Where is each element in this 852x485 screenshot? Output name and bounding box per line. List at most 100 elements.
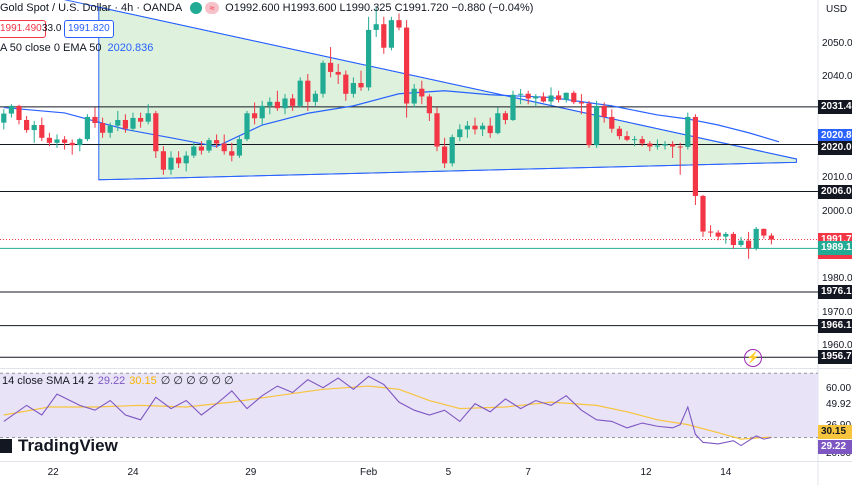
tradingview-logo-icon [0, 439, 12, 453]
rsi-legend[interactable]: 14 close SMA 14 2 29.22 30.15 ∅ ∅ ∅ ∅ ∅ ∅ [2, 374, 234, 387]
ema-legend[interactable]: A 50 close 0 EMA 50 2020.836 [0, 42, 153, 54]
sell-button[interactable]: 1991.490 [0, 20, 46, 38]
price-tick-label: 1960.0 [822, 340, 852, 352]
candle-body [39, 125, 45, 138]
candle-body [464, 125, 470, 130]
candle-body [31, 125, 37, 131]
rsi-label: 14 close SMA 14 2 [2, 375, 94, 387]
candle-body [616, 128, 622, 137]
candle-body [77, 139, 83, 146]
rsi-sma-line [3, 385, 772, 440]
time-axis-label: Feb [359, 467, 378, 478]
price-tag-level: 2020.0 [818, 140, 852, 155]
price-tag-bid: 1989.1 [818, 241, 852, 256]
candle-body [366, 29, 372, 88]
price-tag-level: 1956.7 [818, 350, 852, 365]
candle-body [723, 233, 729, 237]
ema-label: A 50 close 0 EMA 50 [0, 42, 102, 54]
price-tag-level: 1976.1 [818, 285, 852, 300]
candle-body [267, 101, 273, 106]
chart-legend: Gold Spot / U.S. Dollar · 4h · OANDA ≈ O… [0, 0, 533, 16]
candle-body [358, 83, 364, 88]
candle-body [533, 96, 539, 99]
price-tick-label: 2050.0 [822, 37, 852, 49]
candle-body [335, 71, 341, 75]
buy-button[interactable]: 1991.820 [64, 20, 114, 38]
candle-body [426, 96, 432, 114]
time-axis-label: 24 [127, 467, 139, 478]
candle-body [244, 113, 250, 140]
candle-body [700, 195, 706, 232]
candle-body [556, 95, 562, 100]
rsi-tick-label: 60.00 [826, 383, 852, 395]
candle-body [730, 233, 736, 245]
candle-body [571, 92, 577, 103]
candle-body [176, 157, 182, 164]
candle-body [502, 113, 508, 120]
ema-value: 2020.836 [107, 42, 154, 54]
candle-body [738, 240, 744, 245]
candle-body [404, 27, 410, 104]
candle-body [145, 113, 151, 122]
candle-body [168, 157, 174, 170]
tradingview-logo[interactable]: TradingView [0, 436, 118, 456]
candle-body [632, 139, 638, 141]
price-tick-label: 2010.0 [822, 172, 852, 184]
candle-body [16, 105, 22, 120]
price-tag-level: 2006.0 [818, 184, 852, 199]
candle-body [54, 139, 60, 143]
spread-value: 33.0 [42, 23, 62, 34]
price-tag-level: 2031.4 [818, 99, 852, 114]
price-tick-label: 2000.0 [822, 205, 852, 217]
candle-body [510, 94, 516, 120]
currency-label: USD [826, 4, 848, 15]
ohlc-values: O1992.600 H1993.600 L1990.325 C1991.720 … [225, 2, 534, 14]
candle-body [297, 80, 303, 106]
candle-body [472, 125, 478, 130]
brand-name: TradingView [18, 436, 118, 455]
rsi-tick-label: 49.92 [826, 399, 852, 411]
candle-body [647, 143, 653, 147]
candle-body [654, 145, 660, 147]
candle-body [449, 137, 455, 164]
candle-body [768, 235, 774, 240]
symbol-title[interactable]: Gold Spot / U.S. Dollar · 4h · OANDA [0, 2, 183, 14]
time-axis-label: 5 [445, 467, 452, 478]
time-axis-label: 12 [640, 467, 652, 478]
candle-body [198, 146, 204, 151]
wave-icon[interactable]: ≈ [205, 2, 220, 14]
flash-icon[interactable]: ⚡ [744, 349, 762, 367]
candle-body [130, 117, 136, 129]
triangle-pattern [98, 6, 797, 181]
candle-body [343, 74, 349, 94]
candle-body [214, 140, 220, 144]
candle-body [609, 116, 615, 129]
candle-body [92, 116, 98, 124]
candle-body [274, 101, 280, 109]
price-tick-label: 1980.0 [822, 272, 852, 284]
candle-body [305, 80, 311, 102]
candle-body [753, 228, 759, 249]
candle-body [487, 125, 493, 134]
rsi-value: 29.22 [97, 375, 126, 387]
candle-body [229, 151, 235, 156]
time-axis-label: 7 [525, 467, 531, 478]
candle-body [457, 129, 463, 138]
rsi-line [3, 375, 772, 447]
market-status-icon [190, 2, 203, 14]
candle-body [8, 105, 14, 114]
candle-body [540, 96, 546, 102]
candle-body [221, 143, 227, 152]
candle-body [761, 228, 767, 236]
candle-body [396, 20, 402, 28]
candle-body [122, 119, 128, 129]
candle-body [601, 105, 607, 117]
price-tick-label: 2040.0 [822, 71, 852, 83]
candle-body [100, 123, 106, 133]
candle-body [259, 105, 265, 119]
candle-body [708, 231, 714, 233]
candle-body [107, 125, 113, 133]
candle-body [594, 105, 600, 146]
candle-body [624, 136, 630, 140]
